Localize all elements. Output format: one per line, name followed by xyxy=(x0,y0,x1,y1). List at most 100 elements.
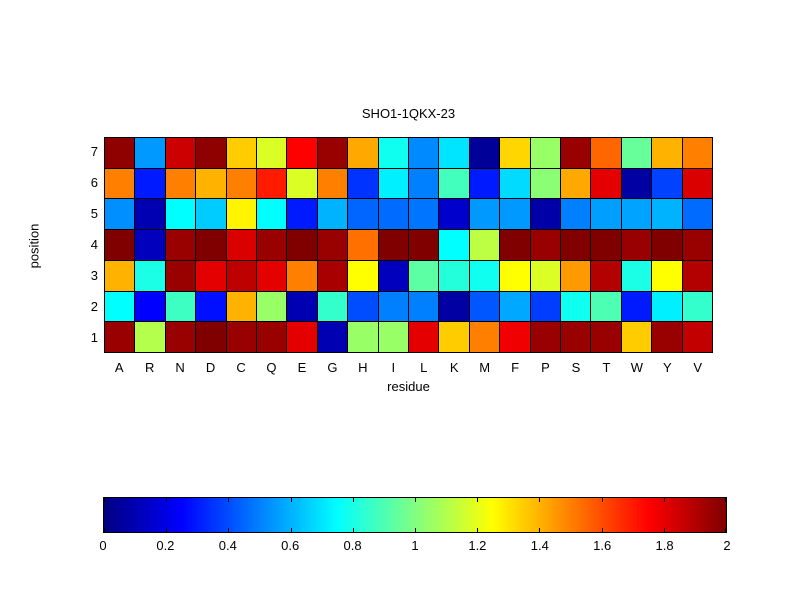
heatmap-cell xyxy=(256,199,287,230)
colorbar-tick xyxy=(539,498,541,502)
heatmap-cell xyxy=(469,322,500,352)
heatmap-cell xyxy=(408,291,439,322)
x-tick-label: W xyxy=(630,360,644,375)
heatmap-cell xyxy=(378,199,408,230)
heatmap-cell xyxy=(439,230,469,260)
heatmap-cell xyxy=(165,199,196,230)
heatmap-cell xyxy=(591,230,621,260)
heatmap-cell xyxy=(652,230,682,260)
heatmap-cell xyxy=(105,230,135,260)
colorbar-tick-label: 1.4 xyxy=(530,538,549,553)
heatmap-grid xyxy=(104,137,713,353)
heatmap-cell xyxy=(105,291,135,322)
heatmap-cell xyxy=(105,168,135,199)
x-tick-label: Q xyxy=(266,360,277,375)
colorbar-tick-label: 0.6 xyxy=(281,538,300,553)
heatmap-cell xyxy=(348,199,378,230)
colorbar-tick xyxy=(601,528,603,532)
heatmap-cell xyxy=(287,199,317,230)
heatmap-cell xyxy=(317,168,348,199)
heatmap-cell xyxy=(652,138,682,168)
heatmap-cell xyxy=(408,168,439,199)
x-tick-label: G xyxy=(327,360,338,375)
x-axis-label: residue xyxy=(387,379,430,394)
colorbar-tick xyxy=(663,498,665,502)
heatmap-cell xyxy=(408,230,439,260)
heatmap-cell xyxy=(682,199,712,230)
colorbar-tick xyxy=(104,498,105,502)
heatmap-cell xyxy=(165,322,196,352)
heatmap-cell xyxy=(408,138,439,168)
heatmap-cell xyxy=(196,291,226,322)
heatmap-cell xyxy=(500,168,530,199)
heatmap-cell xyxy=(560,168,591,199)
heatmap-cell xyxy=(348,230,378,260)
colorbar xyxy=(103,497,727,533)
heatmap-cell xyxy=(317,138,348,168)
heatmap-cell xyxy=(287,138,317,168)
heatmap-cell xyxy=(500,199,530,230)
heatmap-cell xyxy=(469,260,500,291)
heatmap-cell xyxy=(135,322,165,352)
x-tick-label: F xyxy=(511,360,520,375)
x-tick-label: P xyxy=(541,360,550,375)
heatmap-cell xyxy=(317,230,348,260)
heatmap-cell xyxy=(682,260,712,291)
heatmap-cell xyxy=(135,230,165,260)
heatmap-cell xyxy=(560,199,591,230)
heatmap-cell xyxy=(591,138,621,168)
heatmap-cell xyxy=(135,291,165,322)
colorbar-tick xyxy=(477,498,479,502)
heatmap-cell xyxy=(226,322,256,352)
heatmap-cell xyxy=(439,260,469,291)
colorbar-tick xyxy=(477,528,479,532)
heatmap-cell xyxy=(226,199,256,230)
x-tick-label: T xyxy=(602,360,611,375)
heatmap-cell xyxy=(256,322,287,352)
heatmap-cell xyxy=(378,138,408,168)
heatmap-cell xyxy=(439,138,469,168)
heatmap-cell xyxy=(165,138,196,168)
heatmap-cell xyxy=(469,230,500,260)
heatmap-cell xyxy=(530,199,560,230)
x-tick-label: Y xyxy=(662,360,672,375)
x-tick-label: E xyxy=(297,360,307,375)
x-tick-label: L xyxy=(420,360,428,375)
colorbar-tick xyxy=(725,498,726,502)
heatmap-cell xyxy=(256,138,287,168)
colorbar-tick xyxy=(166,498,168,502)
heatmap-cell xyxy=(226,138,256,168)
colorbar-tick xyxy=(104,528,105,532)
heatmap-cell xyxy=(621,291,652,322)
heatmap-cell xyxy=(317,322,348,352)
heatmap-cell xyxy=(105,322,135,352)
heatmap-cell xyxy=(105,260,135,291)
heatmap-cell xyxy=(287,322,317,352)
heatmap-cell xyxy=(439,322,469,352)
colorbar-tick xyxy=(290,528,292,532)
heatmap-cell xyxy=(287,168,317,199)
heatmap-cell xyxy=(621,138,652,168)
heatmap-cell xyxy=(500,260,530,291)
heatmap-cell xyxy=(621,260,652,291)
heatmap-cell xyxy=(530,168,560,199)
heatmap-cell xyxy=(530,291,560,322)
heatmap-cell xyxy=(135,168,165,199)
heatmap-cell xyxy=(530,138,560,168)
heatmap-cell xyxy=(226,260,256,291)
heatmap-cell xyxy=(682,291,712,322)
colorbar-tick xyxy=(290,498,292,502)
heatmap-cell xyxy=(348,322,378,352)
heatmap-cell xyxy=(469,168,500,199)
heatmap-cell xyxy=(408,322,439,352)
colorbar-tick-label: 1.2 xyxy=(468,538,487,553)
heatmap-cell xyxy=(256,230,287,260)
x-tick-label: N xyxy=(175,360,185,375)
heatmap-cell xyxy=(560,291,591,322)
colorbar-tick-label: 0.2 xyxy=(156,538,175,553)
colorbar-tick xyxy=(228,528,230,532)
colorbar-tick xyxy=(415,528,416,532)
heatmap-cell xyxy=(105,138,135,168)
heatmap-cell xyxy=(287,230,317,260)
